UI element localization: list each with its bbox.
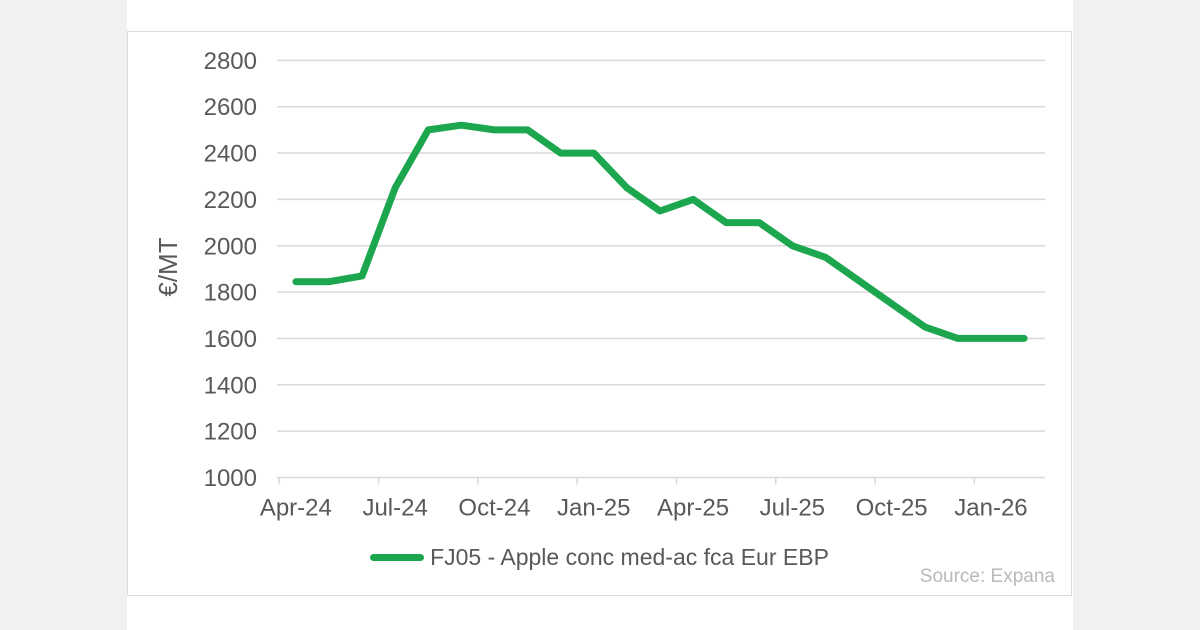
x-tick-label-Apr-25: Apr-25 bbox=[657, 495, 729, 522]
x-tick-label-Jan-25: Jan-25 bbox=[557, 495, 630, 522]
y-axis-title: €/MT bbox=[153, 237, 183, 296]
y-tick-label-2800: 2800 bbox=[204, 48, 257, 75]
x-tick-label-Jul-25: Jul-25 bbox=[760, 495, 825, 522]
x-tick-label-Apr-24: Apr-24 bbox=[260, 495, 332, 522]
series-line-fj05 bbox=[292, 121, 1028, 342]
legend-line-swatch bbox=[370, 554, 425, 561]
x-tick-label-Oct-25: Oct-25 bbox=[856, 495, 928, 522]
y-tick-label-1800: 1800 bbox=[204, 280, 257, 307]
x-tick-label-Oct-24: Oct-24 bbox=[458, 495, 530, 522]
y-tick-label-2600: 2600 bbox=[204, 94, 257, 121]
y-tick-label-1600: 1600 bbox=[204, 326, 257, 353]
legend-series-label: FJ05 - Apple conc med-ac fca Eur EBP bbox=[430, 544, 829, 570]
y-tick-label-2000: 2000 bbox=[204, 233, 257, 260]
x-tick-label-Jul-24: Jul-24 bbox=[362, 495, 427, 522]
chart-panel: 1000 1200 1400 1600 1800 2000 2200 2400 2600 2800… bbox=[127, 31, 1072, 596]
y-tick-label-1000: 1000 bbox=[204, 465, 257, 492]
price-line-chart: 1000 1200 1400 1600 1800 2000 2200 2400 2600 2800… bbox=[153, 48, 1045, 522]
y-tick-label-2400: 2400 bbox=[204, 141, 257, 168]
x-tick-label-Jan-26: Jan-26 bbox=[954, 495, 1027, 522]
legend: FJ05 - Apple conc med-ac fca Eur EBP bbox=[128, 544, 1071, 571]
source-attribution: Source: Expana bbox=[919, 566, 1055, 587]
y-tick-label-1200: 1200 bbox=[204, 419, 257, 446]
y-tick-label-1400: 1400 bbox=[204, 372, 257, 399]
chart-card: 1000 1200 1400 1600 1800 2000 2200 2400 2600 2800… bbox=[127, 0, 1073, 630]
y-tick-label-2200: 2200 bbox=[204, 187, 257, 214]
